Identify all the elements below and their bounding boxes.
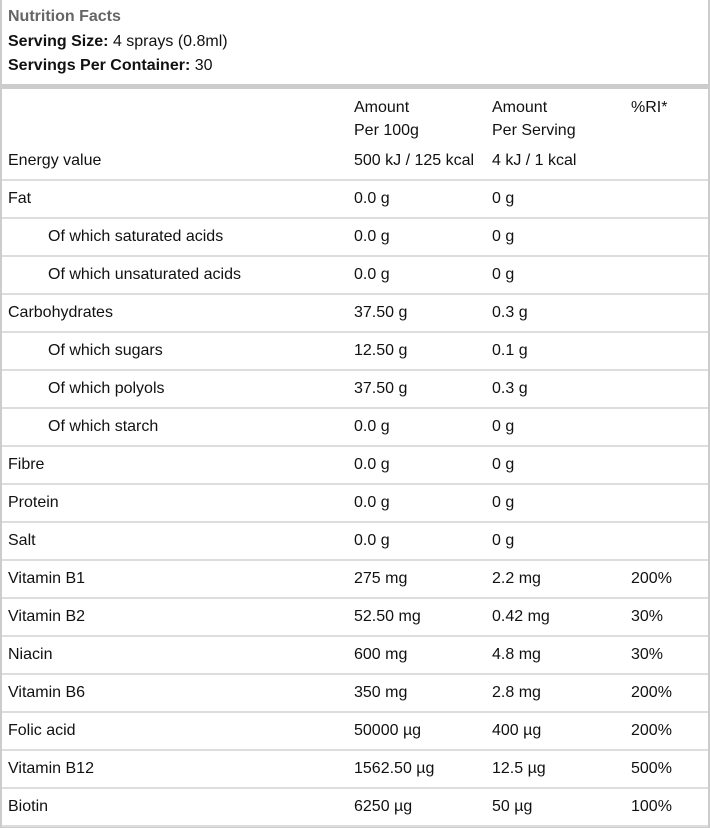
per-serving: 0 g [492,494,515,511]
table-row: Of which unsaturated acids 0.0 g 0 g [2,257,708,295]
ri: 30% [631,608,664,625]
row-label: Vitamin B12 [8,760,94,777]
per-serving: 2.8 mg [492,684,541,701]
table-row: Protein 0.0 g 0 g [2,485,708,523]
per-serving: 400 µg [492,722,542,739]
per-serving: 0.1 g [492,342,528,359]
row-label: Niacin [8,646,53,663]
per-100g: 600 mg [354,646,408,663]
label: Serving Size: [8,33,109,50]
row-label: Energy value [8,152,102,169]
servings: Servings Per Container: 30 [8,57,213,75]
per-serving: 0 g [492,190,515,207]
per-serving: 50 µg [492,798,533,815]
row-label: Of which polyols [48,380,165,397]
per-100g: 1562.50 µg [354,760,435,777]
column-header-line: %RI* [631,99,668,116]
per-100g: 37.50 g [354,304,408,321]
table-row: Folic acid 50000 µg 400 µg 200% [2,713,708,751]
column-header-line: Amount [492,99,548,116]
table-row: Vitamin B6 350 mg 2.8 mg 200% [2,675,708,713]
table-row: Vitamin B2 52.50 mg 0.42 mg 30% [2,599,708,637]
column-header: Amount Per Serving [492,96,576,142]
per-serving: 12.5 µg [492,760,546,777]
per-serving: 0.3 g [492,304,528,321]
row-label: Vitamin B1 [8,570,86,587]
value: 4 sprays (0.8ml) [112,33,228,50]
ri: 200% [631,722,672,739]
column-header: %RI* [631,96,667,119]
per-100g: 0.0 g [354,190,390,207]
per-100g: 52.50 mg [354,608,421,625]
per-100g: 37.50 g [354,380,408,397]
per-serving: 2.2 mg [492,570,541,587]
per-serving: 0 g [492,456,515,473]
per-100g: 0.0 g [354,494,390,511]
row-label: Protein [8,494,59,511]
per-100g: 0.0 g [354,532,390,549]
row-label: Fibre [8,456,45,473]
per-serving: 0 g [492,266,515,283]
row-label: Of which sugars [48,342,163,359]
table-row: Of which polyols 37.50 g 0.3 g [2,371,708,409]
column-header-line: Per Serving [492,122,576,139]
per-serving: 4 kJ / 1 kcal [492,152,577,169]
per-100g: 500 kJ / 125 kcal [354,152,475,169]
row-label: Of which unsaturated acids [48,266,241,283]
per-100g: 0.0 g [354,228,390,245]
row-label: Of which starch [48,418,159,435]
table-row: Niacin 600 mg 4.8 mg 30% [2,637,708,675]
table-row: Of which saturated acids 0.0 g 0 g [2,219,708,257]
value: 30 [194,57,213,74]
table-row: Of which starch 0.0 g 0 g [2,409,708,447]
title: Nutrition Facts [8,8,121,25]
per-serving: 0 g [492,532,515,549]
row-label: Fat [8,190,32,207]
row-label: Vitamin B6 [8,684,86,701]
table-row: Fibre 0.0 g 0 g [2,447,708,485]
table-row: Biotin 6250 µg 50 µg 100% [2,789,708,827]
per-100g: 0.0 g [354,418,390,435]
per-100g: 0.0 g [354,456,390,473]
table-row: Vitamin B12 1562.50 µg 12.5 µg 500% [2,751,708,789]
ri: 100% [631,798,672,815]
per-100g: 50000 µg [354,722,422,739]
table-row: Of which sugars 12.50 g 0.1 g [2,333,708,371]
per-serving: 4.8 mg [492,646,541,663]
table-row: Vitamin B1 275 mg 2.2 mg 200% [2,561,708,599]
label: Servings Per Container: [8,57,191,74]
column-header-line: Per 100g [354,122,419,139]
row-label: Folic acid [8,722,76,739]
ri: 200% [631,684,672,701]
table-row: Carbohydrates 37.50 g 0.3 g [2,295,708,333]
row-label: Vitamin B2 [8,608,86,625]
header: Nutrition Facts Serving Size: 4 sprays (… [2,0,708,89]
table-row: Energy value 500 kJ / 125 kcal 4 kJ / 1 kc… [2,143,708,181]
per-100g: 350 mg [354,684,408,701]
per-100g: 6250 µg [354,798,413,815]
per-100g: 12.50 g [354,342,408,359]
per-serving: 0 g [492,418,515,435]
column-header-line: Amount [354,99,410,116]
ri: 500% [631,760,672,777]
table-row: Salt 0.0 g 0 g [2,523,708,561]
per-serving: 0.42 mg [492,608,550,625]
per-serving: 0.3 g [492,380,528,397]
per-100g: 275 mg [354,570,408,587]
ri: 30% [631,646,664,663]
table-row: Fat 0.0 g 0 g [2,181,708,219]
serving-size: Serving Size: 4 sprays (0.8ml) [8,33,228,51]
per-100g: 0.0 g [354,266,390,283]
ri: 200% [631,570,672,587]
per-serving: 0 g [492,228,515,245]
row-label: Biotin [8,798,49,815]
row-label: Of which saturated acids [48,228,224,245]
row-label: Carbohydrates [8,304,113,321]
row-label: Salt [8,532,36,549]
column-header: Amount Per 100g [354,96,419,142]
